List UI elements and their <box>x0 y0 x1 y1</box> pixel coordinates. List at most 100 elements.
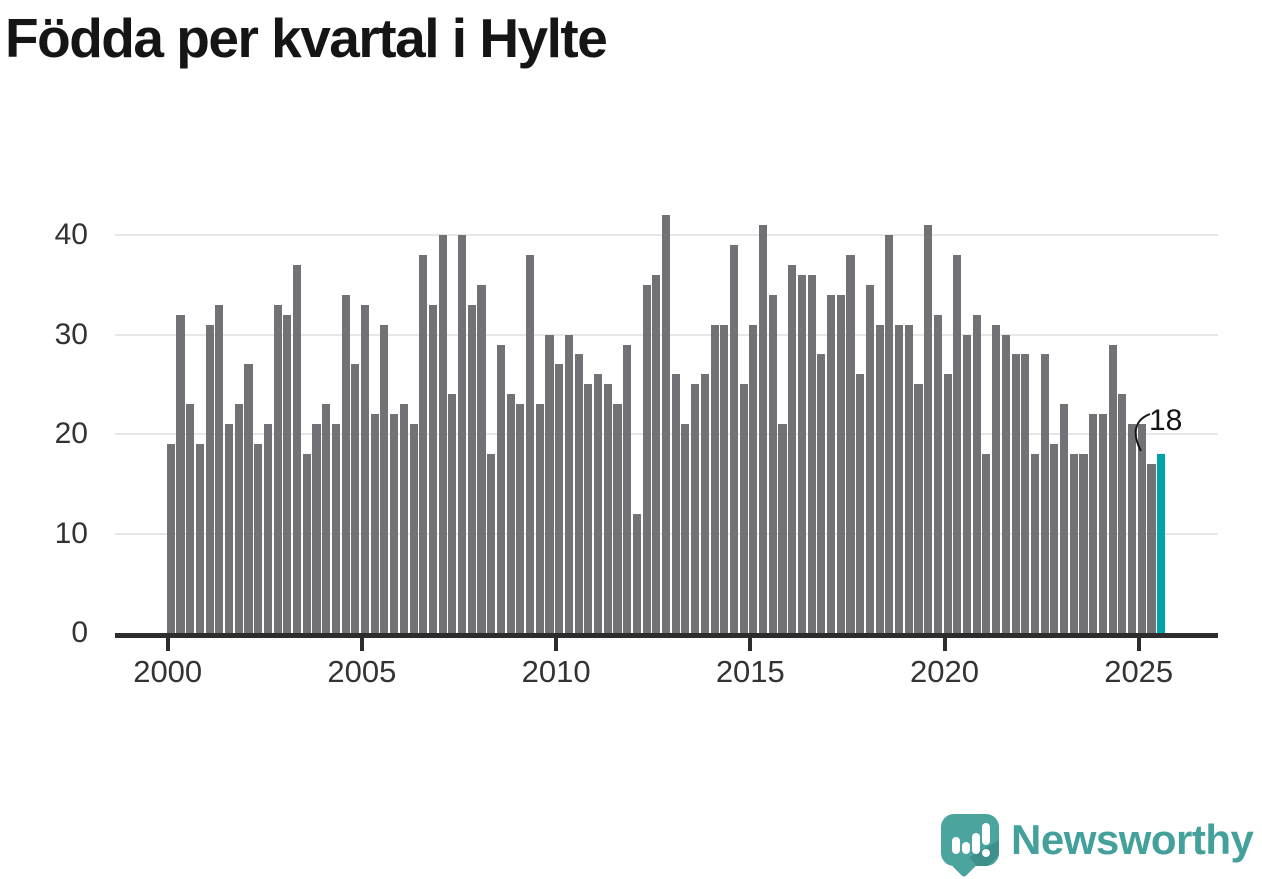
bar <box>759 225 768 633</box>
bar <box>555 364 564 633</box>
newsworthy-wordmark: Newsworthy <box>1011 816 1254 863</box>
bar <box>856 374 865 633</box>
bar <box>390 414 399 633</box>
x-axis-tick <box>359 637 364 651</box>
x-axis-tick-label: 2005 <box>327 654 397 689</box>
bar <box>351 364 360 633</box>
bar <box>302 453 311 633</box>
bar-highlighted-latest-quarter <box>1157 453 1166 633</box>
bar <box>195 444 204 633</box>
bar <box>1040 354 1049 633</box>
bar <box>1147 463 1156 633</box>
bar <box>322 404 331 633</box>
bar <box>933 314 942 633</box>
bar <box>895 324 904 633</box>
bar <box>710 324 719 633</box>
bar <box>778 424 787 633</box>
bar <box>428 304 438 633</box>
bar <box>720 324 729 633</box>
bar <box>205 324 214 633</box>
newsworthy-logo: Newsworthy <box>941 814 1254 878</box>
y-axis-tick-label: 0 <box>71 616 88 649</box>
bar <box>623 344 632 633</box>
bar <box>827 294 836 633</box>
bar <box>817 354 826 633</box>
bar <box>526 254 535 633</box>
bar <box>487 453 496 633</box>
x-axis-tick <box>554 637 559 651</box>
bar <box>962 334 972 633</box>
bar <box>234 404 243 633</box>
x-axis-tick <box>1136 637 1141 651</box>
bar <box>603 384 612 633</box>
bar <box>574 354 583 633</box>
bar <box>225 424 234 633</box>
bar <box>584 384 593 633</box>
bar <box>768 294 777 633</box>
bar <box>1030 453 1040 633</box>
bar <box>1089 414 1098 633</box>
bar <box>166 444 175 633</box>
bar <box>263 424 272 633</box>
bar <box>419 254 428 633</box>
bar <box>914 384 923 633</box>
bar <box>312 424 321 633</box>
bar <box>593 374 603 633</box>
bar <box>496 344 505 633</box>
bar <box>535 404 544 633</box>
bar <box>409 424 418 633</box>
bar <box>729 245 739 633</box>
bar <box>807 274 816 633</box>
x-axis-tick-label: 2010 <box>521 654 591 689</box>
bar <box>564 334 573 633</box>
bar <box>1001 334 1010 633</box>
bar <box>467 304 476 633</box>
bar <box>448 394 457 633</box>
bar <box>477 284 486 634</box>
bar <box>953 254 962 633</box>
bar <box>700 374 709 633</box>
y-axis-tick-label: 40 <box>54 218 88 251</box>
bar <box>652 274 661 633</box>
x-axis-tick <box>942 637 947 651</box>
annotation-leader-line <box>1134 413 1151 452</box>
bar <box>1060 404 1069 633</box>
bar <box>797 274 807 633</box>
bar <box>380 324 389 633</box>
bar <box>982 453 991 633</box>
bar <box>186 404 195 633</box>
bar <box>1128 424 1137 633</box>
bar <box>691 384 700 633</box>
bar <box>865 284 874 634</box>
bar <box>992 324 1001 633</box>
bar <box>292 264 302 633</box>
bar <box>972 314 981 633</box>
x-axis-tick-label: 2025 <box>1104 654 1174 689</box>
bar <box>331 424 340 633</box>
newsworthy-bubble-chart-icon <box>941 814 999 878</box>
bar <box>875 324 884 633</box>
bar <box>1079 453 1088 633</box>
bar <box>749 324 758 633</box>
bar <box>1137 424 1146 633</box>
bar <box>254 444 263 633</box>
bar <box>739 384 748 633</box>
x-axis-tick <box>748 637 753 651</box>
bar <box>1011 354 1020 633</box>
y-axis-tick-label: 30 <box>54 317 88 351</box>
bar <box>632 513 641 633</box>
bar <box>1050 444 1059 633</box>
bar <box>924 225 933 633</box>
x-axis-line <box>115 633 1218 638</box>
bar <box>1069 453 1078 633</box>
x-axis-tick <box>165 637 170 651</box>
bar <box>438 235 447 633</box>
bar <box>613 404 622 633</box>
bar <box>516 404 525 633</box>
bar <box>671 374 680 633</box>
bar <box>1108 344 1117 633</box>
bar <box>458 235 467 633</box>
y-axis-tick-label: 10 <box>54 516 88 550</box>
y-axis-tick-label: 20 <box>54 417 88 450</box>
x-axis-tick-label: 2015 <box>715 654 785 689</box>
